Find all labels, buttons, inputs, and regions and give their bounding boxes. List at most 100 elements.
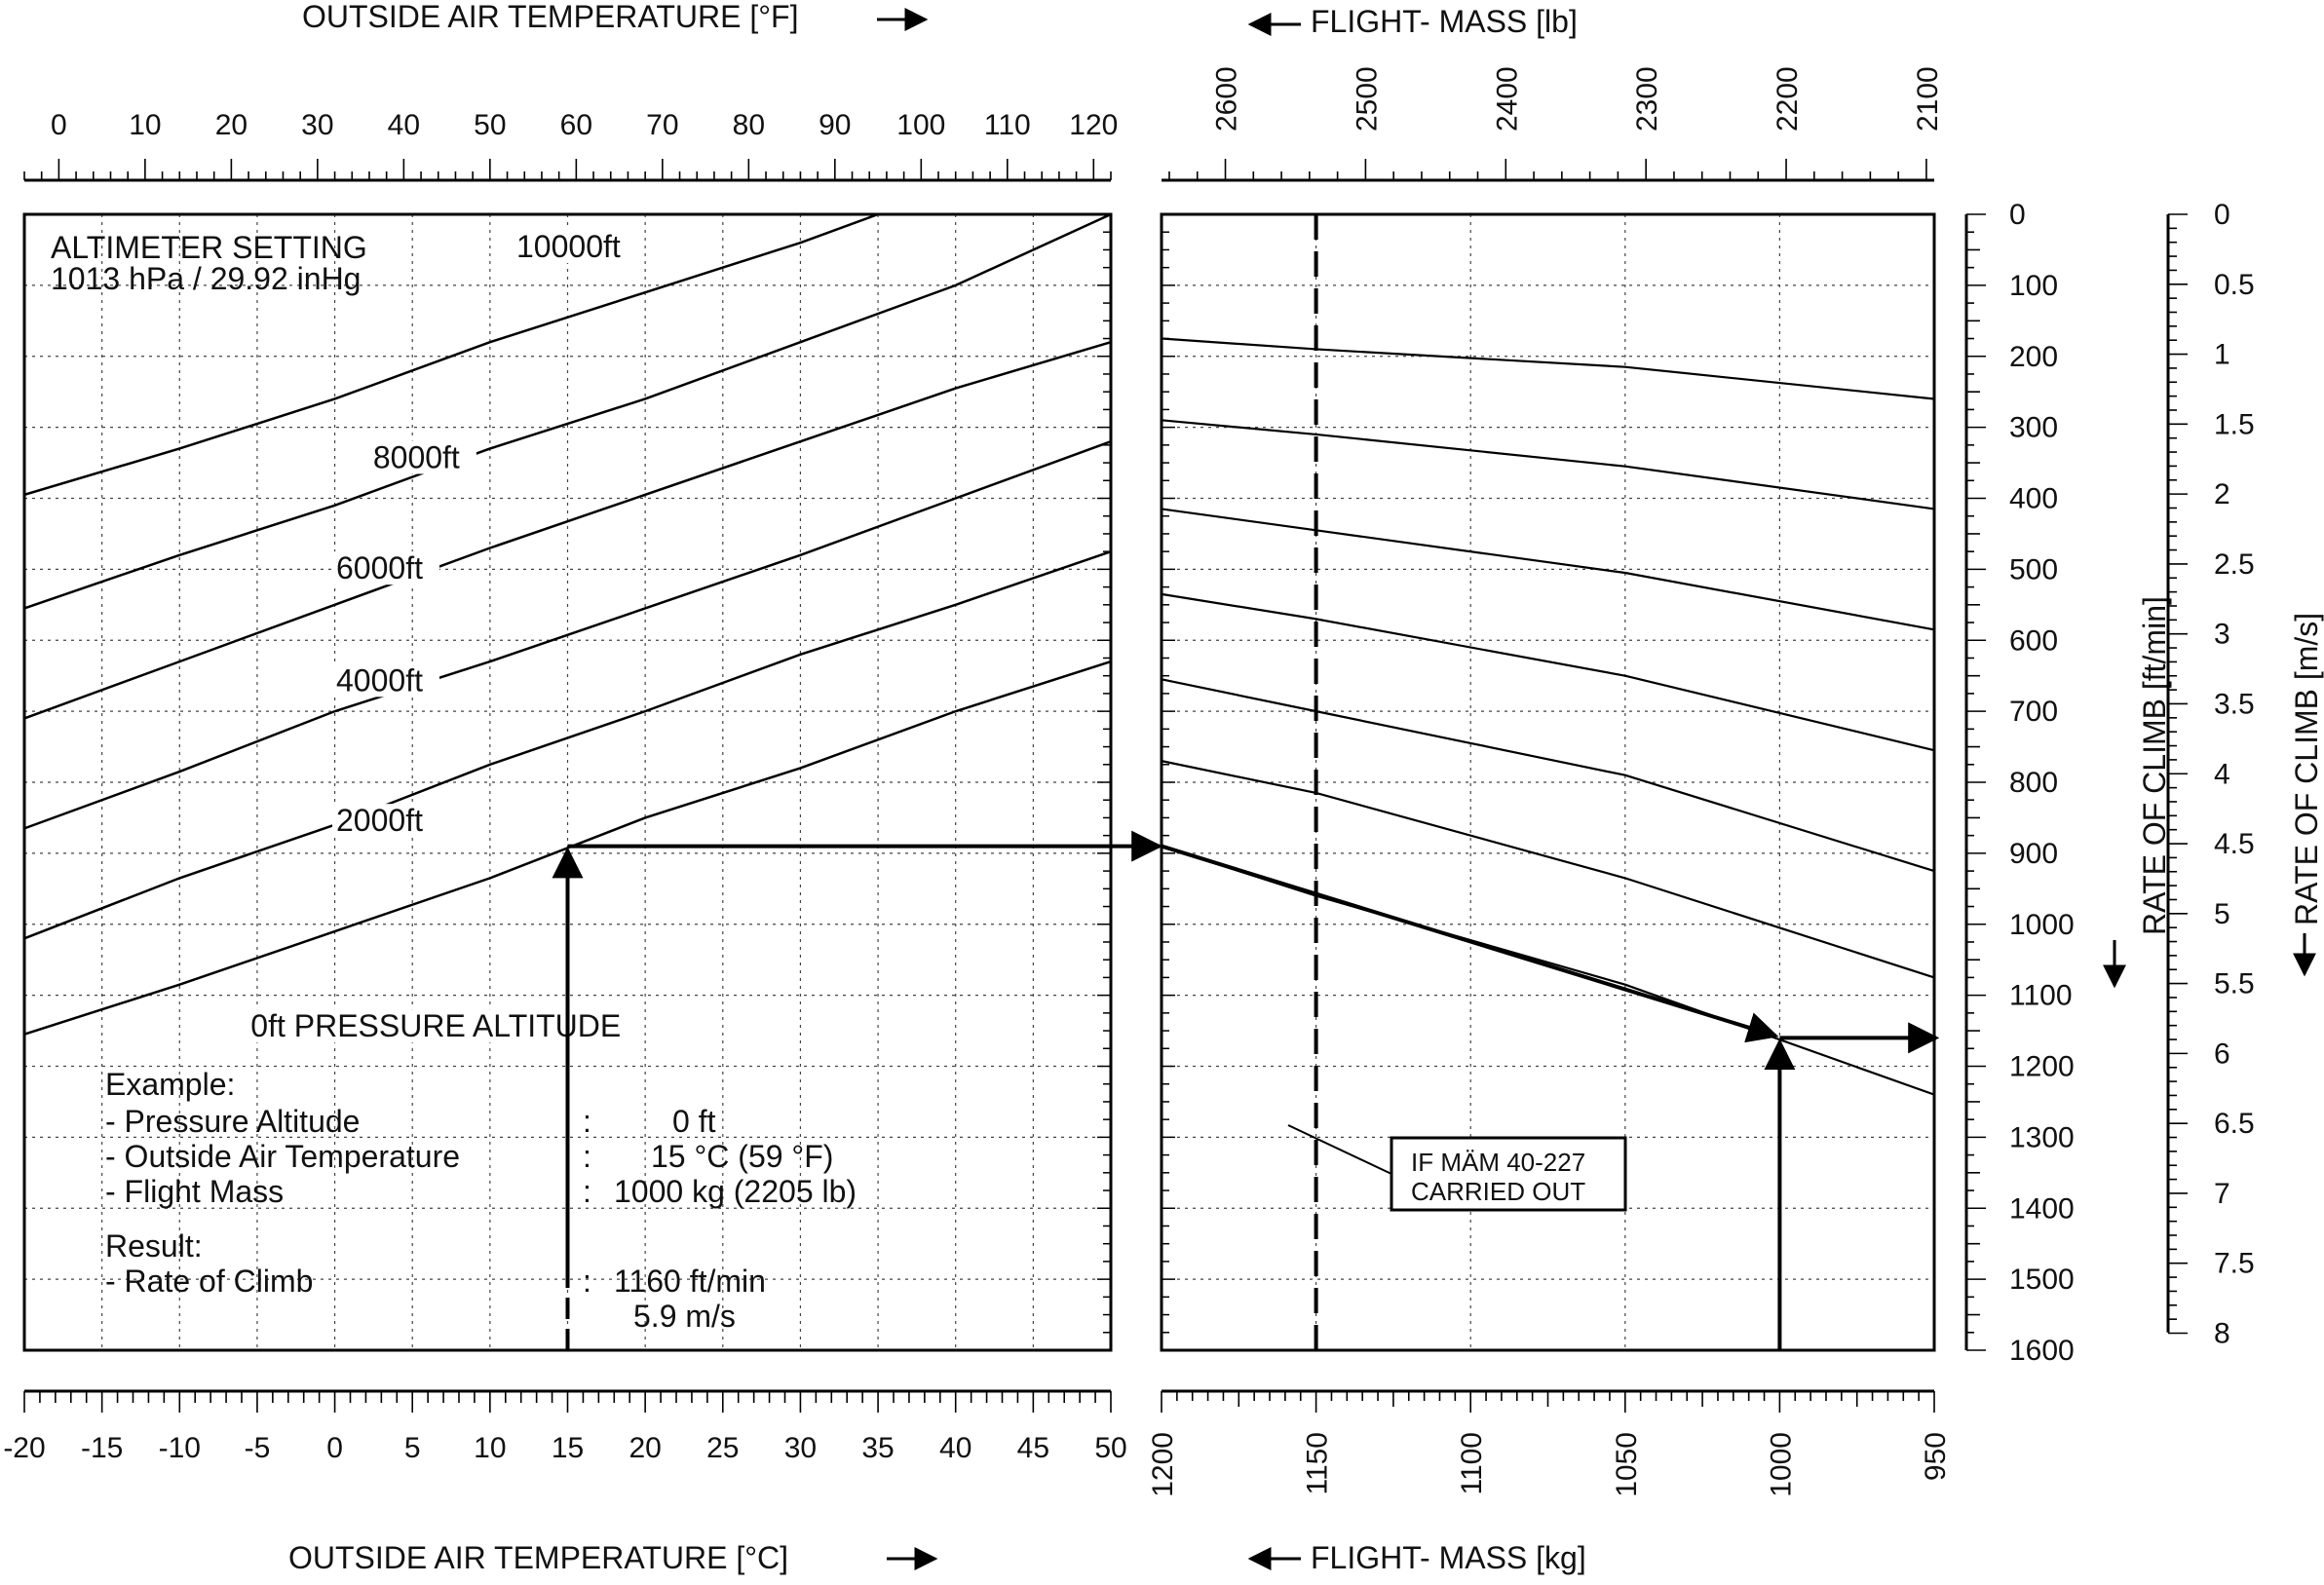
- ftmin-tick-label: 600: [2009, 624, 2058, 657]
- mod-note-line: CARRIED OUT: [1411, 1177, 1585, 1206]
- ftmin-axis-label: RATE OF CLIMB [ft/min]: [2137, 596, 2172, 935]
- axes-layer: 0 10 20 30 40 50 60 70 80 90 100 110 120-20 -15 -10 -5 0…: [3, 66, 2254, 1497]
- bottom-kg-tick-label: 1050: [1611, 1432, 1643, 1497]
- top-f-tick-label: 10: [129, 109, 161, 141]
- altitude-label-bg: [332, 804, 439, 838]
- top-right-axis-title: FLIGHT- MASS [lb]: [1311, 4, 1578, 39]
- bottom-kg-tick-label: 1000: [1765, 1432, 1797, 1497]
- ftmin-tick-label: 800: [2009, 767, 2058, 799]
- bottom-c-tick-label: 20: [629, 1432, 661, 1464]
- top-f-tick-label: 90: [819, 109, 851, 141]
- series-layer: 10000ft 8000ft 6000ft 4000ft 2000ft 0ft PRESS…: [23, 212, 1940, 1350]
- example-colon: :: [583, 1139, 591, 1174]
- altitude-label: 8000ft: [373, 439, 460, 474]
- top-lb-tick-label: 2400: [1491, 66, 1523, 132]
- example-row-value: 0 ft: [672, 1104, 716, 1139]
- ftmin-tick-label: 1100: [2009, 980, 2073, 1012]
- ftmin-tick-label: 1600: [2009, 1335, 2075, 1367]
- mass-guide-line: [1161, 337, 1935, 400]
- ms-tick-label: 2: [2214, 478, 2230, 510]
- result-value-ms: 5.9 m/s: [633, 1299, 736, 1334]
- example-row-label: - Flight Mass: [105, 1174, 284, 1209]
- example-row-value: 1000 kg (2205 lb): [614, 1174, 857, 1209]
- altitude-curve: [23, 340, 1112, 720]
- bottom-kg-tick-label: 1200: [1147, 1432, 1179, 1497]
- altitude-label-bg: [513, 230, 636, 263]
- ms-tick-label: 6: [2214, 1038, 2230, 1070]
- bottom-c-tick-label: 50: [1094, 1432, 1126, 1464]
- ms-axis-label: RATE OF CLIMB [m/s]: [2289, 613, 2324, 925]
- altitude-curve: [23, 212, 1112, 610]
- altitude-curve: [23, 212, 879, 497]
- result-value-ftmin: 1160 ft/min: [614, 1264, 766, 1299]
- top-f-tick-label: 0: [51, 109, 67, 141]
- ms-tick-label: 0: [2214, 199, 2230, 231]
- ftmin-tick-label: 700: [2009, 696, 2058, 728]
- ftmin-tick-label: 400: [2009, 483, 2058, 515]
- example-diagonal-arrow: [1161, 844, 1779, 1043]
- top-f-tick-label: 40: [388, 109, 420, 141]
- altitude-curve: [23, 549, 1112, 940]
- bottom-c-tick-label: -10: [159, 1432, 201, 1464]
- ms-tick-label: 3.5: [2214, 688, 2255, 720]
- bottom-c-tick-label: 25: [706, 1432, 739, 1464]
- grid-layer: [24, 214, 1934, 1350]
- mass-guide-line: [1161, 678, 1935, 873]
- ms-tick-label: 7: [2214, 1178, 2230, 1210]
- altimeter-setting-title: ALTIMETER SETTING: [51, 230, 367, 265]
- bottom-c-tick-label: 40: [939, 1432, 972, 1464]
- top-f-tick-label: 20: [215, 109, 248, 141]
- mass-guide-line: [1161, 508, 1935, 631]
- ftmin-tick-label: 0: [2009, 199, 2026, 231]
- top-lb-tick-label: 2600: [1211, 66, 1243, 132]
- ms-tick-label: 3: [2214, 619, 2230, 651]
- ftmin-tick-label: 1000: [2009, 909, 2075, 941]
- bottom-c-tick-label: 15: [552, 1432, 584, 1464]
- ms-tick-label: 1: [2214, 339, 2230, 371]
- top-f-tick-label: 70: [646, 109, 678, 141]
- result-heading: Result:: [105, 1228, 203, 1264]
- example-row-value: 15 °C (59 °F): [651, 1139, 833, 1174]
- bottom-c-tick-label: -5: [245, 1432, 271, 1464]
- altimeter-setting-value: 1013 hPa / 29.92 inHg: [51, 261, 361, 296]
- example-row-label: - Pressure Altitude: [105, 1104, 360, 1139]
- top-left-axis-title: OUTSIDE AIR TEMPERATURE [°F]: [302, 0, 798, 34]
- top-f-tick-label: 100: [896, 109, 945, 141]
- ftmin-tick-label: 1400: [2009, 1192, 2075, 1225]
- bottom-c-tick-label: 5: [404, 1432, 421, 1464]
- altitude-label-bg: [332, 551, 439, 585]
- mod-note-leader: [1287, 1124, 1392, 1175]
- altitude-label: 4000ft: [336, 662, 423, 698]
- top-f-tick-label: 80: [733, 109, 765, 141]
- altitude-curve: [23, 440, 1112, 830]
- ms-tick-label: 4: [2214, 758, 2230, 790]
- bottom-c-tick-label: -15: [81, 1432, 123, 1464]
- bottom-kg-tick-label: 1100: [1456, 1432, 1488, 1495]
- ms-tick-label: 6.5: [2214, 1108, 2255, 1140]
- bottom-c-tick-label: 0: [326, 1432, 343, 1464]
- ftmin-tick-label: 100: [2009, 270, 2058, 302]
- ftmin-tick-label: 300: [2009, 412, 2058, 444]
- top-f-tick-label: 30: [301, 109, 333, 141]
- ftmin-tick-label: 500: [2009, 553, 2058, 585]
- altitude-label: 6000ft: [336, 550, 423, 585]
- ftmin-tick-label: 200: [2009, 341, 2058, 373]
- top-f-tick-label: 50: [474, 109, 506, 141]
- example-row-label: - Outside Air Temperature: [105, 1139, 460, 1174]
- mass-guide-line: [1161, 760, 1935, 979]
- altitude-label-bg: [332, 663, 439, 698]
- bottom-left-axis-title: OUTSIDE AIR TEMPERATURE [°C]: [288, 1540, 788, 1575]
- bottom-kg-tick-label: 1150: [1302, 1432, 1334, 1495]
- bottom-c-tick-label: 10: [474, 1432, 506, 1464]
- bottom-right-axis-title: FLIGHT- MASS [kg]: [1311, 1540, 1586, 1575]
- example-colon: :: [583, 1264, 591, 1299]
- top-f-tick-label: 60: [560, 109, 592, 141]
- altitude-label: 10000ft: [516, 229, 621, 264]
- ms-tick-label: 7.5: [2214, 1248, 2255, 1280]
- top-f-tick-label: 120: [1069, 109, 1118, 141]
- mass-guide-line: [1161, 592, 1935, 752]
- example-colon: :: [583, 1104, 591, 1139]
- top-lb-tick-label: 2300: [1631, 66, 1663, 132]
- ms-tick-label: 4.5: [2214, 828, 2255, 860]
- ftmin-tick-label: 1200: [2009, 1051, 2075, 1083]
